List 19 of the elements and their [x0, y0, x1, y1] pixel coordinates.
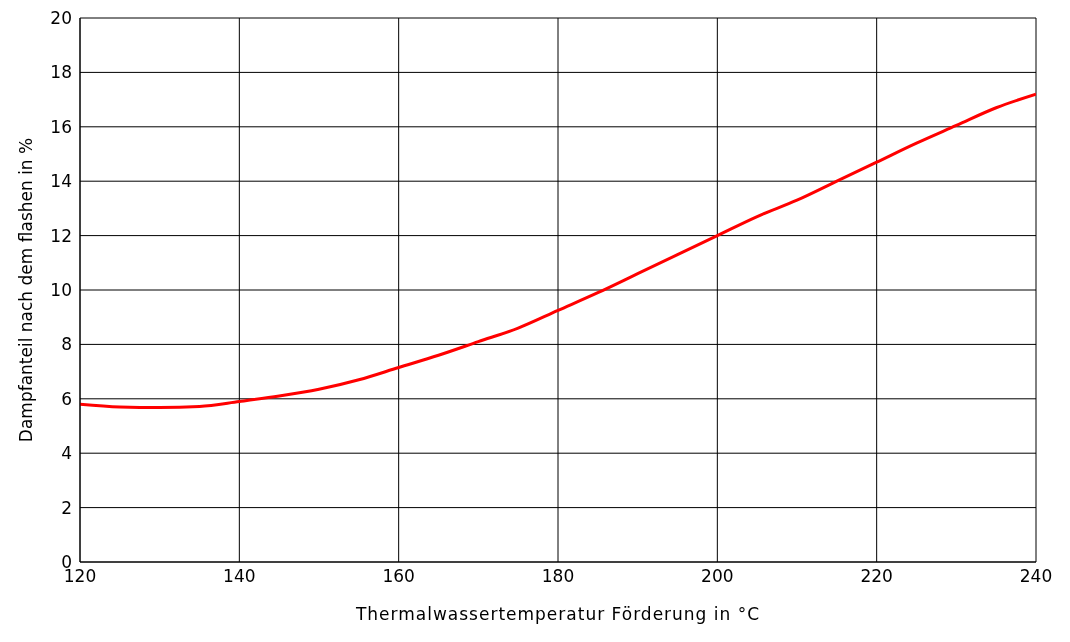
y-axis-title: Dampfanteil nach dem flashen in %	[16, 137, 37, 443]
y-tick-label: 8	[61, 334, 72, 355]
y-tick-label: 16	[50, 116, 72, 137]
line-series	[80, 92, 1036, 409]
y-tick-label: 20	[50, 8, 72, 29]
x-tick-label: 180	[541, 566, 575, 587]
y-tick-label: 12	[50, 225, 72, 246]
x-tick-label: 240	[1019, 566, 1053, 587]
x-tick-label: 140	[223, 566, 256, 587]
x-tick-label: 200	[701, 566, 734, 587]
y-tick-label: 14	[50, 171, 72, 192]
y-tick-label: 4	[61, 443, 72, 464]
x-axis-title: Thermalwassertemperatur Förderung in °C	[354, 604, 761, 624]
y-tick-label: 10	[50, 280, 72, 301]
y-tick-label: 2	[61, 497, 72, 518]
y-tick-label: 18	[50, 62, 72, 83]
x-tick-label: 160	[382, 566, 415, 587]
x-tick-label: 220	[860, 566, 893, 587]
y-tick-label: 6	[61, 388, 72, 409]
